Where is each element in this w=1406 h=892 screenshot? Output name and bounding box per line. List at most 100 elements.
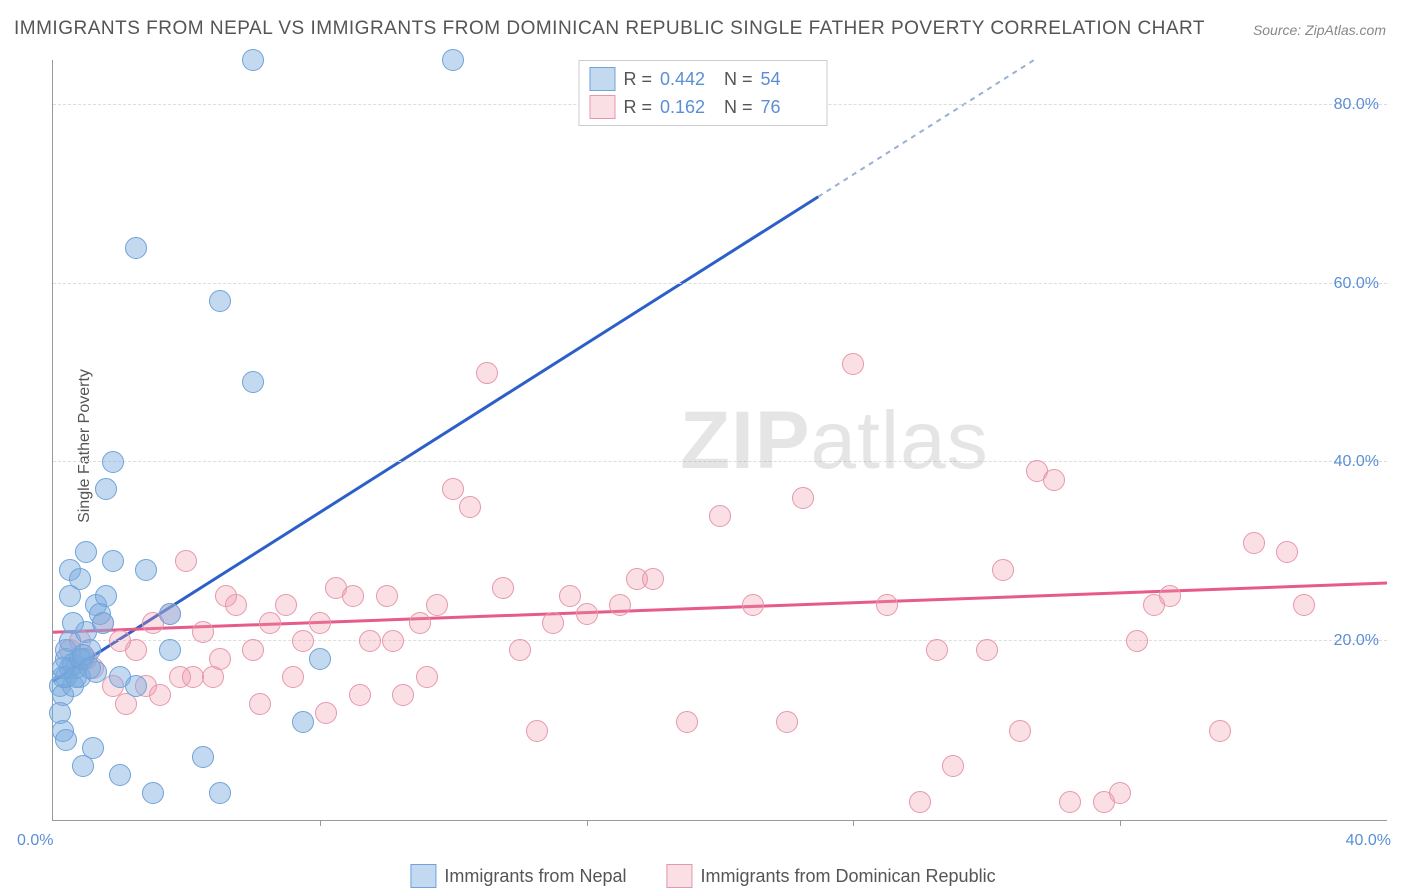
marker-b (909, 791, 931, 813)
marker-a (159, 639, 181, 661)
marker-a (442, 49, 464, 71)
x-tick-label-max: 40.0% (1346, 832, 1391, 850)
correlation-chart: IMMIGRANTS FROM NEPAL VS IMMIGRANTS FROM… (0, 0, 1406, 892)
marker-b (175, 550, 197, 572)
marker-a (109, 764, 131, 786)
marker-b (792, 487, 814, 509)
marker-b (476, 362, 498, 384)
swatch-a (589, 67, 615, 91)
r-label-b: R = (623, 97, 652, 118)
marker-b (259, 612, 281, 634)
marker-b (1059, 791, 1081, 813)
marker-a (142, 782, 164, 804)
y-tick-label: 60.0% (1334, 275, 1379, 293)
marker-b (1126, 630, 1148, 652)
chart-title: IMMIGRANTS FROM NEPAL VS IMMIGRANTS FROM… (14, 18, 1205, 40)
marker-a (55, 729, 77, 751)
marker-b (426, 594, 448, 616)
plot-area: ZIPatlas 20.0%40.0%60.0%80.0%0.0%40.0% (52, 60, 1387, 821)
marker-b (359, 630, 381, 652)
trend-b (53, 583, 1387, 632)
marker-b (1243, 532, 1265, 554)
n-label-a: N = (724, 69, 753, 90)
marker-b (275, 594, 297, 616)
marker-b (392, 684, 414, 706)
marker-b (192, 621, 214, 643)
stats-legend: R = 0.442 N = 54 R = 0.162 N = 76 (578, 60, 827, 126)
marker-b (376, 585, 398, 607)
marker-b (576, 603, 598, 625)
marker-b (742, 594, 764, 616)
marker-b (676, 711, 698, 733)
series-legend: Immigrants from Nepal Immigrants from Do… (410, 864, 995, 888)
marker-a (79, 657, 101, 679)
marker-b (609, 594, 631, 616)
marker-a (242, 371, 264, 393)
marker-b (459, 496, 481, 518)
marker-b (1276, 541, 1298, 563)
x-tick (1120, 820, 1121, 826)
marker-b (1293, 594, 1315, 616)
marker-a (192, 746, 214, 768)
legend-item-b: Immigrants from Dominican Republic (666, 864, 995, 888)
marker-a (92, 612, 114, 634)
marker-b (709, 505, 731, 527)
marker-b (1209, 720, 1231, 742)
x-tick (587, 820, 588, 826)
marker-b (526, 720, 548, 742)
marker-a (75, 541, 97, 563)
marker-b (992, 559, 1014, 581)
legend-item-a: Immigrants from Nepal (410, 864, 626, 888)
marker-b (1109, 782, 1131, 804)
marker-b (442, 478, 464, 500)
x-tick-label-min: 0.0% (17, 832, 53, 850)
y-tick-label: 40.0% (1334, 453, 1379, 471)
source-label: Source: ZipAtlas.com (1253, 22, 1386, 38)
marker-a (309, 648, 331, 670)
series-a-name: Immigrants from Nepal (444, 866, 626, 887)
marker-b (559, 585, 581, 607)
series-b-name: Immigrants from Dominican Republic (700, 866, 995, 887)
marker-b (542, 612, 564, 634)
marker-b (242, 639, 264, 661)
r-value-a: 0.442 (660, 69, 716, 90)
marker-b (215, 585, 237, 607)
marker-a (135, 559, 157, 581)
marker-a (95, 585, 117, 607)
marker-b (509, 639, 531, 661)
gridline (53, 283, 1387, 284)
x-tick (853, 820, 854, 826)
marker-b (1009, 720, 1031, 742)
swatch-a-bottom (410, 864, 436, 888)
marker-b (309, 612, 331, 634)
marker-b (1159, 585, 1181, 607)
marker-a (102, 451, 124, 473)
r-label-a: R = (623, 69, 652, 90)
marker-b (416, 666, 438, 688)
marker-a (109, 666, 131, 688)
marker-b (492, 577, 514, 599)
marker-b (1043, 469, 1065, 491)
marker-b (349, 684, 371, 706)
n-value-b: 76 (761, 97, 817, 118)
marker-b (125, 639, 147, 661)
marker-a (62, 612, 84, 634)
marker-b (976, 639, 998, 661)
n-label-b: N = (724, 97, 753, 118)
marker-a (102, 550, 124, 572)
marker-b (292, 630, 314, 652)
marker-b (409, 612, 431, 634)
marker-b (926, 639, 948, 661)
trend-a-dashed (818, 60, 1034, 197)
marker-b (315, 702, 337, 724)
marker-a (52, 657, 74, 679)
marker-a (95, 478, 117, 500)
gridline (53, 461, 1387, 462)
marker-a (242, 49, 264, 71)
marker-a (209, 782, 231, 804)
marker-a (72, 755, 94, 777)
marker-a (292, 711, 314, 733)
marker-b (169, 666, 191, 688)
swatch-b-bottom (666, 864, 692, 888)
n-value-a: 54 (761, 69, 817, 90)
